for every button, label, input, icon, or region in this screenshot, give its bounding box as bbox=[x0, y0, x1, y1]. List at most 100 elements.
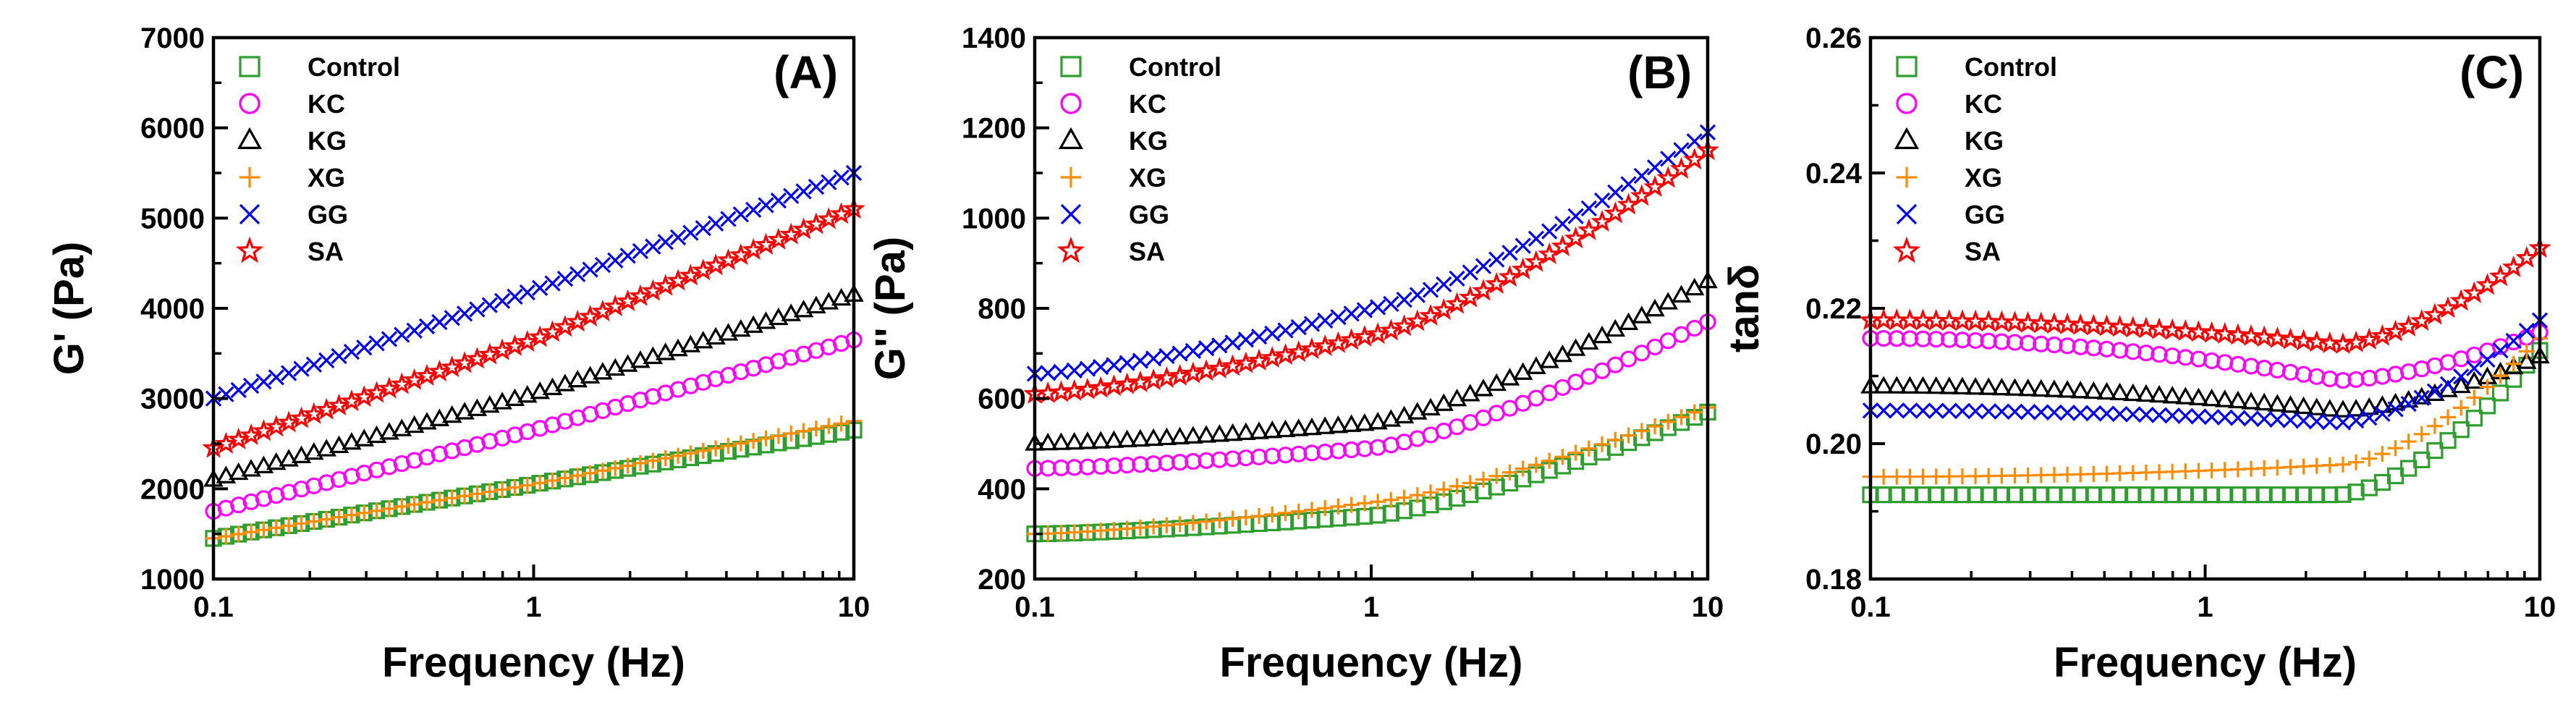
data-point bbox=[1592, 325, 1612, 344]
data-point bbox=[1633, 423, 1650, 439]
data-point bbox=[2387, 440, 2404, 457]
data-point bbox=[1132, 352, 1149, 369]
data-point bbox=[630, 350, 651, 368]
data-point bbox=[226, 427, 250, 449]
data-point bbox=[2072, 405, 2089, 421]
data-point bbox=[1275, 419, 1296, 438]
data-point bbox=[582, 261, 598, 278]
data-point bbox=[645, 452, 661, 469]
data-point bbox=[1155, 366, 1179, 389]
data-point bbox=[767, 227, 790, 250]
data-point bbox=[2255, 486, 2273, 504]
data-point bbox=[2333, 400, 2353, 418]
data-point bbox=[1119, 457, 1136, 474]
data-point bbox=[731, 318, 751, 337]
data-point bbox=[277, 410, 300, 433]
data-point bbox=[2449, 289, 2473, 311]
data-point bbox=[1251, 507, 1267, 524]
data-point bbox=[1449, 270, 1465, 287]
data-point bbox=[1886, 376, 1907, 394]
data-point bbox=[1409, 487, 1425, 504]
data-point bbox=[1115, 372, 1139, 394]
data-point bbox=[2072, 486, 2089, 504]
data-point bbox=[1954, 402, 1971, 420]
data-point bbox=[2465, 410, 2483, 427]
data-point bbox=[304, 441, 324, 460]
data-point bbox=[2374, 446, 2391, 462]
data-point bbox=[1954, 486, 1971, 504]
data-point bbox=[2400, 460, 2418, 477]
data-point bbox=[2295, 413, 2312, 429]
data-point bbox=[1590, 210, 1614, 232]
data-point bbox=[1089, 376, 1113, 398]
data-point bbox=[228, 462, 249, 481]
data-point bbox=[2321, 414, 2338, 431]
data-point bbox=[1617, 193, 1640, 215]
data-point bbox=[2228, 390, 2248, 409]
data-point bbox=[1263, 447, 1281, 465]
data-point bbox=[2059, 486, 2076, 504]
data-point bbox=[305, 513, 322, 530]
data-point bbox=[2164, 407, 2181, 424]
data-point bbox=[305, 356, 322, 373]
data-point bbox=[2479, 379, 2496, 395]
y-axis-label: G' (Pa) bbox=[46, 242, 93, 376]
data-point bbox=[1993, 333, 2010, 350]
data-point bbox=[1965, 376, 1986, 395]
data-point bbox=[241, 459, 261, 477]
data-point bbox=[302, 402, 326, 424]
data-point bbox=[515, 330, 539, 352]
data-point bbox=[1250, 329, 1268, 345]
data-point bbox=[1901, 330, 1919, 347]
data-point bbox=[2059, 405, 2076, 421]
data-point bbox=[1211, 451, 1228, 468]
data-point bbox=[2374, 405, 2391, 422]
legend-marker bbox=[1896, 203, 1918, 225]
data-point bbox=[406, 322, 423, 339]
data-point bbox=[1181, 361, 1205, 384]
legend-entry: KG bbox=[1965, 126, 2004, 156]
data-point bbox=[1683, 148, 1706, 170]
legend-entry: KC bbox=[1965, 89, 2002, 119]
data-point bbox=[2425, 383, 2445, 401]
data-point bbox=[1158, 347, 1175, 365]
y-tick-label: 5000 bbox=[140, 203, 205, 234]
data-point bbox=[770, 193, 787, 209]
legend-marker bbox=[1896, 56, 1918, 77]
data-point bbox=[1436, 276, 1452, 293]
chart-panel-2: 0.1 1 10 200 400 600 800 1000 1200 1400 Frequency … bbox=[867, 22, 1724, 686]
data-point bbox=[532, 475, 548, 491]
data-point bbox=[2503, 356, 2524, 375]
data-point bbox=[230, 381, 247, 399]
data-point bbox=[680, 334, 701, 352]
data-point bbox=[469, 486, 486, 502]
data-point bbox=[2423, 303, 2446, 325]
data-point bbox=[708, 440, 724, 457]
data-point bbox=[1105, 457, 1123, 475]
data-point bbox=[1475, 471, 1491, 488]
data-point bbox=[2479, 351, 2496, 368]
data-point bbox=[695, 442, 711, 459]
data-point bbox=[1288, 418, 1309, 436]
data-point bbox=[1991, 377, 2012, 396]
data-point bbox=[1198, 452, 1215, 469]
data-point bbox=[2098, 340, 2116, 358]
data-point bbox=[417, 412, 437, 430]
data-point bbox=[567, 369, 588, 388]
y-tick-label: 4000 bbox=[140, 293, 205, 325]
data-point bbox=[1620, 427, 1637, 444]
data-point bbox=[1262, 420, 1282, 439]
data-point bbox=[666, 269, 690, 291]
data-point bbox=[1980, 486, 1997, 504]
data-point bbox=[1249, 421, 1269, 439]
data-point bbox=[795, 183, 812, 200]
data-point bbox=[1237, 509, 1254, 525]
data-point bbox=[441, 405, 462, 423]
data-point bbox=[2292, 329, 2316, 351]
data-point bbox=[2046, 336, 2063, 354]
data-point bbox=[591, 299, 614, 322]
data-point bbox=[1554, 216, 1571, 232]
data-point bbox=[1899, 376, 1920, 394]
data-point bbox=[1039, 460, 1056, 477]
